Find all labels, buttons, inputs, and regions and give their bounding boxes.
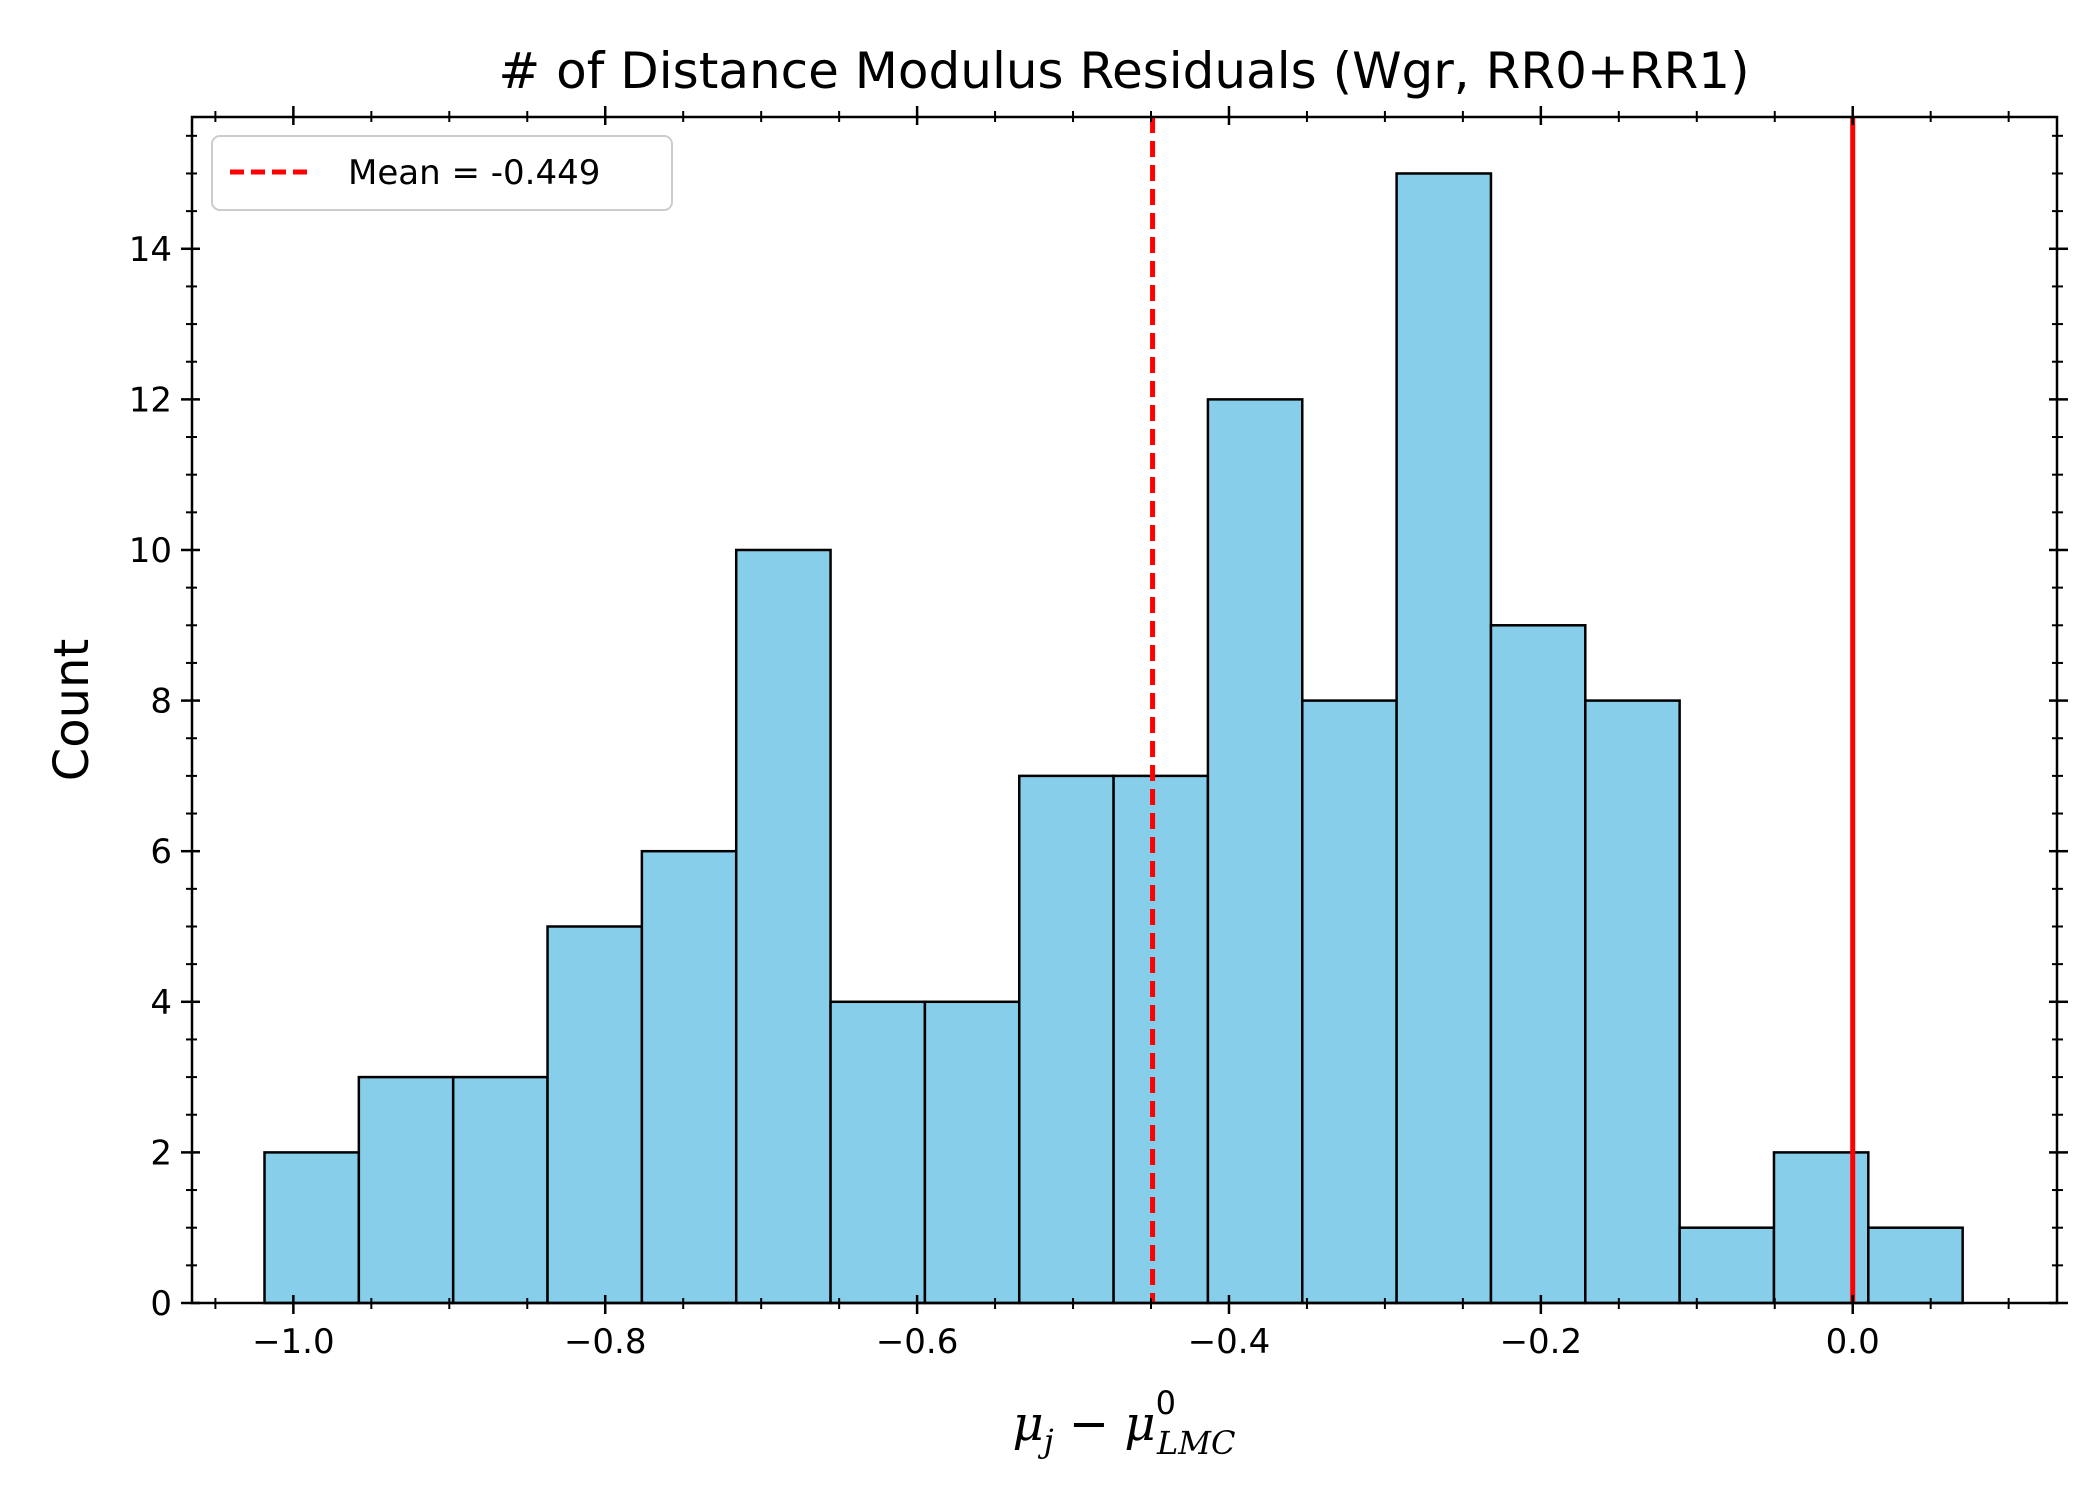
- x-tick-labels: −1.0 −0.8 −0.6 −0.4 −0.2 0.0: [252, 1322, 1880, 1362]
- x-label-mu2: μ: [1124, 1396, 1155, 1452]
- histogram-bar: [734, 548, 832, 1305]
- x-tick-label: −1.0: [252, 1322, 335, 1362]
- histogram-bar: [1584, 699, 1681, 1305]
- y-tick-label: 0: [150, 1284, 172, 1324]
- histogram-bar: [1489, 624, 1587, 1305]
- x-label-mu: μ: [1013, 1396, 1044, 1452]
- histogram-bar: [1867, 1226, 1964, 1305]
- legend: Mean = -0.449: [211, 135, 673, 211]
- histogram-bar: [1395, 172, 1493, 1305]
- histogram-bar: [923, 1000, 1021, 1305]
- y-axis-label: Count: [44, 639, 100, 782]
- y-tick-label: 10: [129, 531, 172, 571]
- x-tick-label: −0.2: [1500, 1322, 1583, 1362]
- histogram-bar: [357, 1075, 455, 1305]
- x-tick-label: −0.8: [564, 1322, 647, 1362]
- legend-mean-label: Mean = -0.449: [348, 153, 600, 193]
- x-label-sup-0: 0: [1156, 1384, 1176, 1422]
- y-tick-label: 6: [150, 832, 172, 872]
- x-label-minus: −: [1054, 1396, 1125, 1452]
- x-axis-label: μj − μ0 LMC: [1013, 1384, 1236, 1462]
- histogram-bar: [1206, 398, 1304, 1305]
- histogram-bars: [263, 172, 1964, 1305]
- x-tick-label: 0.0: [1826, 1322, 1880, 1362]
- histogram-bar: [1678, 1226, 1776, 1305]
- x-tick-label: −0.4: [1188, 1322, 1271, 1362]
- y-tick-label: 2: [150, 1133, 172, 1173]
- legend-box: [211, 135, 673, 211]
- histogram-bar: [640, 849, 738, 1305]
- x-tick-label: −0.6: [876, 1322, 959, 1362]
- histogram-bar: [1301, 699, 1398, 1305]
- plot-frame: [190, 115, 2059, 1305]
- histogram-bar: [1017, 774, 1115, 1305]
- chart-title: # of Distance Modulus Residuals (Wgr, RR…: [498, 42, 1749, 100]
- y-tick-label: 4: [150, 983, 172, 1023]
- histogram-bar: [1112, 774, 1210, 1305]
- histogram-bar: [829, 1000, 927, 1305]
- reference-lines: [1150, 117, 1856, 1303]
- y-tick-labels: 0 2 4 6 8 10 12 14: [129, 230, 172, 1324]
- x-label-sub-lmc: LMC: [1156, 1424, 1236, 1462]
- y-tick-label: 8: [150, 682, 172, 722]
- y-tick-label: 14: [129, 230, 172, 270]
- axis-ticks: [181, 106, 2068, 1314]
- y-tick-label: 12: [129, 380, 172, 420]
- histogram-bar: [546, 925, 644, 1305]
- histogram-bar: [263, 1151, 361, 1305]
- histogram-bar: [451, 1075, 549, 1305]
